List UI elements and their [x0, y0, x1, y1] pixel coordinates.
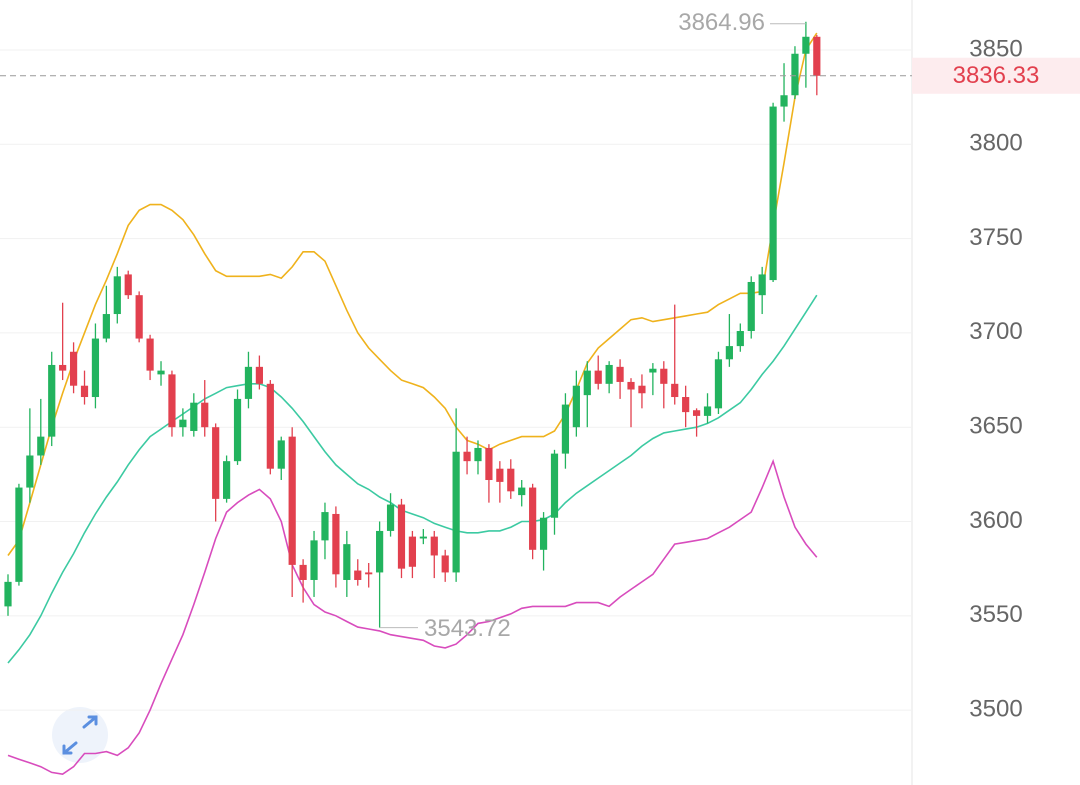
candle-body — [550, 453, 559, 518]
candle-body — [146, 338, 154, 371]
candle-body — [4, 581, 12, 607]
candle-body — [561, 404, 570, 454]
candle-body — [594, 370, 602, 384]
candle-body — [354, 570, 362, 580]
candle-body — [791, 53, 799, 96]
candle-body — [201, 402, 209, 428]
candle-body — [649, 368, 657, 373]
candle-body — [343, 544, 351, 580]
last-price-bg — [912, 57, 1080, 94]
high-label: 3864.96 — [678, 9, 765, 36]
candle-body — [605, 364, 613, 384]
candle-body — [15, 487, 23, 582]
candle-body — [474, 447, 482, 462]
candle-body — [365, 572, 373, 575]
candle-body — [26, 455, 34, 488]
candle-body — [37, 436, 45, 456]
candle-body — [277, 440, 285, 469]
candle-body — [692, 410, 701, 416]
candle-body — [69, 351, 78, 386]
candle-body — [244, 366, 253, 399]
y-tick-label: 3500 — [969, 695, 1022, 722]
candle-body — [113, 276, 121, 315]
candle-body — [179, 419, 187, 428]
candle-body — [430, 536, 438, 556]
candle-body — [190, 402, 198, 431]
candle-body — [288, 436, 296, 565]
low-label: 3543.72 — [424, 615, 511, 642]
candle-body — [441, 555, 449, 573]
candle-body — [102, 314, 110, 339]
candle-body — [419, 536, 427, 539]
candle-body — [233, 398, 242, 462]
indicator-line — [7, 294, 818, 664]
candle-body — [485, 447, 493, 481]
candle-body — [747, 281, 755, 332]
expand-button[interactable] — [52, 707, 108, 763]
candle-body — [386, 504, 395, 531]
candle-body — [583, 370, 591, 396]
candle-body — [91, 338, 100, 398]
y-tick-label: 3550 — [969, 601, 1022, 628]
expand-bg — [52, 707, 108, 763]
candle-body — [627, 381, 635, 390]
candle-body — [802, 36, 810, 54]
candle-body — [48, 364, 56, 437]
candle-body — [758, 274, 766, 296]
candle-body — [725, 346, 733, 360]
candle-body — [452, 451, 460, 573]
candle-body — [736, 331, 744, 347]
candle-body — [714, 359, 723, 409]
candle-body — [310, 540, 318, 580]
last-price-label: 3836.33 — [953, 62, 1040, 89]
candle-body — [703, 406, 712, 416]
candle-body — [135, 295, 143, 339]
candle-body — [496, 468, 504, 482]
y-tick-label: 3650 — [969, 413, 1022, 440]
candle-body — [212, 427, 220, 499]
candle-body — [255, 366, 263, 384]
candle-body — [507, 468, 515, 492]
candle-body — [539, 517, 548, 550]
candle-body — [638, 385, 646, 394]
candle-body — [660, 368, 668, 384]
candle-body — [408, 536, 417, 567]
candle-body — [124, 274, 132, 296]
candle-body — [671, 383, 679, 398]
candle-body — [299, 564, 307, 580]
candle-body — [616, 366, 624, 382]
candle-body — [572, 385, 580, 428]
y-tick-label: 3700 — [969, 318, 1022, 345]
candle-body — [813, 36, 821, 76]
candle-body — [769, 106, 777, 281]
candle-body — [157, 370, 165, 375]
candle-body — [168, 374, 176, 428]
expand-icon — [62, 715, 98, 755]
candle-body — [518, 487, 526, 496]
candle-body — [397, 504, 406, 569]
indicator-line — [7, 32, 818, 556]
candle-body — [332, 513, 340, 575]
candle-body — [321, 512, 329, 541]
candle-body — [376, 530, 384, 573]
candle-body — [529, 487, 537, 550]
y-tick-label: 3600 — [969, 507, 1022, 534]
candle-body — [80, 385, 89, 398]
candle-body — [780, 95, 788, 107]
y-tick-label: 3750 — [969, 224, 1022, 251]
candle-body — [223, 461, 231, 499]
candle-body — [59, 364, 67, 371]
candle-body — [463, 451, 471, 462]
candle-body — [682, 397, 690, 413]
candle-body — [266, 383, 274, 469]
y-tick-label: 3800 — [969, 130, 1022, 157]
indicator-line — [7, 458, 818, 776]
